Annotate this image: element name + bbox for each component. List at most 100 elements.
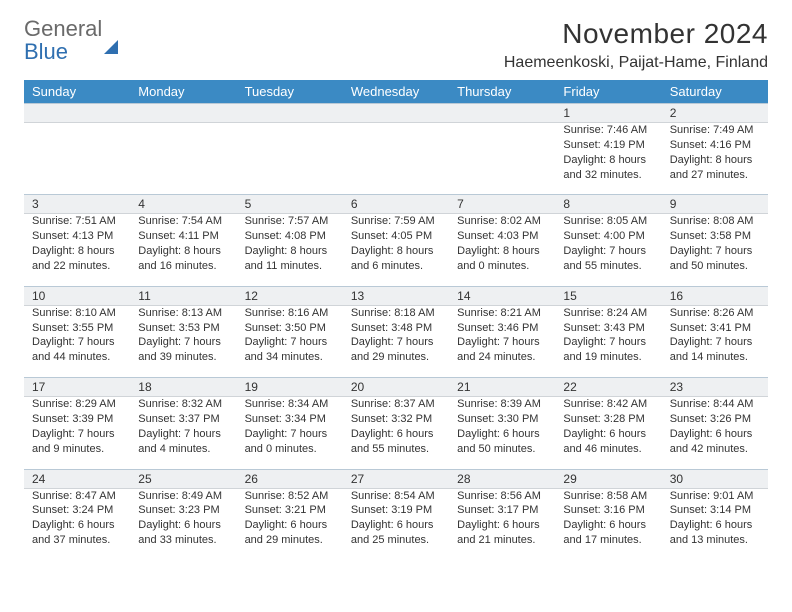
daylight-text-2: and 33 minutes. <box>138 533 228 548</box>
daylight-text-2: and 22 minutes. <box>32 259 122 274</box>
day-number: 25 <box>130 470 236 488</box>
daylight-text-2: and 9 minutes. <box>32 442 122 457</box>
daylight-text-1: Daylight: 6 hours <box>245 518 335 533</box>
sunset-text: Sunset: 4:13 PM <box>32 229 122 244</box>
day-number: 1 <box>555 104 661 122</box>
daylight-text-2: and 55 minutes. <box>563 259 653 274</box>
logo-text-blue: Blue <box>24 39 68 64</box>
header: General Blue November 2024 Haemeenkoski,… <box>24 18 768 72</box>
day-number: 2 <box>662 104 768 122</box>
calendar-page: General Blue November 2024 Haemeenkoski,… <box>0 0 792 572</box>
sunset-text: Sunset: 4:11 PM <box>138 229 228 244</box>
sunset-text: Sunset: 4:05 PM <box>351 229 441 244</box>
day-number-band: 12 <box>24 103 768 123</box>
daylight-text-1: Daylight: 7 hours <box>670 244 760 259</box>
daylight-text-1: Daylight: 7 hours <box>245 335 335 350</box>
daylight-text-2: and 27 minutes. <box>670 168 760 183</box>
daylight-text-1: Daylight: 6 hours <box>563 427 653 442</box>
daylight-text-1: Daylight: 7 hours <box>32 427 122 442</box>
daylight-text-2: and 25 minutes. <box>351 533 441 548</box>
calendar-grid: SundayMondayTuesdayWednesdayThursdayFrid… <box>24 80 768 554</box>
day-cell: Sunrise: 8:05 AMSunset: 4:00 PMDaylight:… <box>555 214 661 279</box>
weekday-header: Saturday <box>662 80 768 103</box>
sunrise-text: Sunrise: 8:24 AM <box>563 306 653 321</box>
daylight-text-2: and 34 minutes. <box>245 350 335 365</box>
sunset-text: Sunset: 3:23 PM <box>138 503 228 518</box>
day-number: 3 <box>24 195 130 213</box>
day-number-band: 17181920212223 <box>24 377 768 397</box>
day-cell: Sunrise: 9:01 AMSunset: 3:14 PMDaylight:… <box>662 489 768 554</box>
week-row: Sunrise: 7:46 AMSunset: 4:19 PMDaylight:… <box>24 123 768 188</box>
daylight-text-1: Daylight: 7 hours <box>138 335 228 350</box>
day-cell <box>343 123 449 188</box>
week-row: Sunrise: 7:51 AMSunset: 4:13 PMDaylight:… <box>24 214 768 279</box>
month-title: November 2024 <box>504 18 768 50</box>
daylight-text-1: Daylight: 8 hours <box>32 244 122 259</box>
day-cell: Sunrise: 8:08 AMSunset: 3:58 PMDaylight:… <box>662 214 768 279</box>
location-text: Haemeenkoski, Paijat-Hame, Finland <box>504 54 768 72</box>
weekday-header: Sunday <box>24 80 130 103</box>
sunrise-text: Sunrise: 7:49 AM <box>670 123 760 138</box>
sunset-text: Sunset: 3:34 PM <box>245 412 335 427</box>
day-cell <box>237 123 343 188</box>
day-number: 29 <box>555 470 661 488</box>
day-number: 21 <box>449 378 555 396</box>
sunset-text: Sunset: 3:14 PM <box>670 503 760 518</box>
day-number: 23 <box>662 378 768 396</box>
day-number: 30 <box>662 470 768 488</box>
sunrise-text: Sunrise: 8:05 AM <box>563 214 653 229</box>
week-row: Sunrise: 8:29 AMSunset: 3:39 PMDaylight:… <box>24 397 768 462</box>
daylight-text-2: and 0 minutes. <box>245 442 335 457</box>
sunrise-text: Sunrise: 8:52 AM <box>245 489 335 504</box>
title-block: November 2024 Haemeenkoski, Paijat-Hame,… <box>504 18 768 72</box>
sunrise-text: Sunrise: 8:29 AM <box>32 397 122 412</box>
day-cell: Sunrise: 8:52 AMSunset: 3:21 PMDaylight:… <box>237 489 343 554</box>
day-cell: Sunrise: 8:10 AMSunset: 3:55 PMDaylight:… <box>24 306 130 371</box>
day-cell: Sunrise: 7:54 AMSunset: 4:11 PMDaylight:… <box>130 214 236 279</box>
daylight-text-1: Daylight: 7 hours <box>245 427 335 442</box>
day-cell: Sunrise: 8:02 AMSunset: 4:03 PMDaylight:… <box>449 214 555 279</box>
sunrise-text: Sunrise: 8:54 AM <box>351 489 441 504</box>
day-number: 12 <box>237 287 343 305</box>
sunset-text: Sunset: 3:48 PM <box>351 321 441 336</box>
sunrise-text: Sunrise: 7:51 AM <box>32 214 122 229</box>
daylight-text-2: and 29 minutes. <box>245 533 335 548</box>
weekday-header-row: SundayMondayTuesdayWednesdayThursdayFrid… <box>24 80 768 103</box>
daylight-text-2: and 11 minutes. <box>245 259 335 274</box>
daylight-text-2: and 42 minutes. <box>670 442 760 457</box>
sunrise-text: Sunrise: 8:39 AM <box>457 397 547 412</box>
sunrise-text: Sunrise: 7:54 AM <box>138 214 228 229</box>
day-number: 8 <box>555 195 661 213</box>
day-cell: Sunrise: 7:49 AMSunset: 4:16 PMDaylight:… <box>662 123 768 188</box>
day-cell: Sunrise: 7:51 AMSunset: 4:13 PMDaylight:… <box>24 214 130 279</box>
day-cell: Sunrise: 8:42 AMSunset: 3:28 PMDaylight:… <box>555 397 661 462</box>
day-number: 27 <box>343 470 449 488</box>
daylight-text-2: and 44 minutes. <box>32 350 122 365</box>
week-row: Sunrise: 8:10 AMSunset: 3:55 PMDaylight:… <box>24 306 768 371</box>
day-number: 16 <box>662 287 768 305</box>
day-number: 17 <box>24 378 130 396</box>
day-number-band: 3456789 <box>24 194 768 214</box>
day-number: 26 <box>237 470 343 488</box>
daylight-text-1: Daylight: 6 hours <box>563 518 653 533</box>
sunrise-text: Sunrise: 8:44 AM <box>670 397 760 412</box>
day-cell: Sunrise: 8:13 AMSunset: 3:53 PMDaylight:… <box>130 306 236 371</box>
sunrise-text: Sunrise: 8:32 AM <box>138 397 228 412</box>
sunset-text: Sunset: 3:32 PM <box>351 412 441 427</box>
sunset-text: Sunset: 3:55 PM <box>32 321 122 336</box>
daylight-text-2: and 19 minutes. <box>563 350 653 365</box>
daylight-text-1: Daylight: 7 hours <box>563 335 653 350</box>
weekday-header: Thursday <box>449 80 555 103</box>
sunset-text: Sunset: 3:24 PM <box>32 503 122 518</box>
day-cell: Sunrise: 8:39 AMSunset: 3:30 PMDaylight:… <box>449 397 555 462</box>
sunset-text: Sunset: 3:58 PM <box>670 229 760 244</box>
weekday-header: Friday <box>555 80 661 103</box>
sunrise-text: Sunrise: 8:16 AM <box>245 306 335 321</box>
weekday-header: Tuesday <box>237 80 343 103</box>
daylight-text-1: Daylight: 8 hours <box>245 244 335 259</box>
sunrise-text: Sunrise: 8:21 AM <box>457 306 547 321</box>
daylight-text-1: Daylight: 6 hours <box>138 518 228 533</box>
day-number: 24 <box>24 470 130 488</box>
logo-text-general: General <box>24 16 102 41</box>
daylight-text-2: and 50 minutes. <box>670 259 760 274</box>
